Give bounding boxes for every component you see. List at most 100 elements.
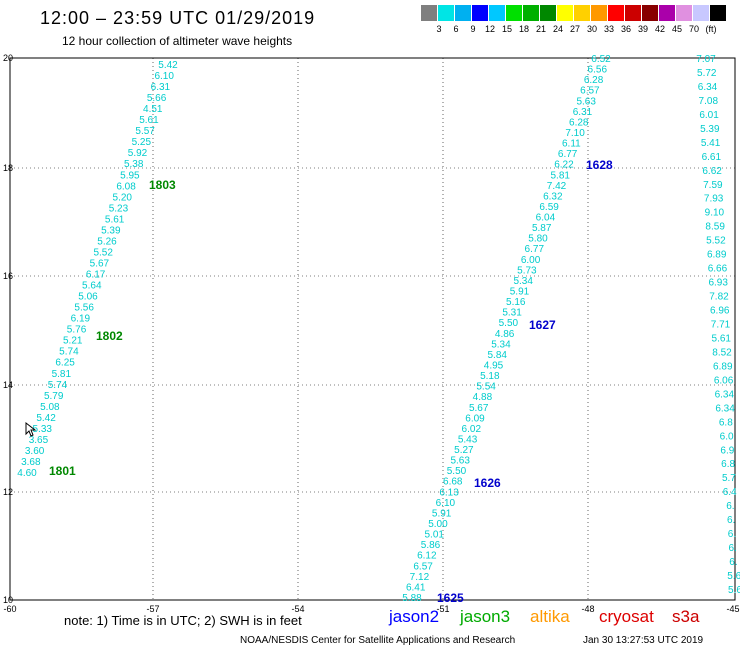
wave-height-value: 6.61: [702, 152, 722, 163]
wave-height-value: 5.72: [697, 68, 717, 79]
wave-height-value: 6.17: [86, 270, 106, 281]
wave-height-value: 6.34: [698, 82, 718, 93]
scale-label: 24: [552, 24, 563, 34]
wave-height-value: 5.91: [432, 508, 452, 519]
wave-height-value: 6.0: [720, 431, 734, 442]
wave-height-value: 6.32: [543, 191, 563, 202]
wave-height-value: 5.08: [40, 402, 60, 413]
scale-label: 3: [436, 24, 442, 34]
scale-swatch: [676, 5, 692, 21]
wave-height-value: 7.08: [699, 96, 719, 107]
wave-height-value: 5.66: [147, 93, 167, 104]
wave-height-value: 5.80: [528, 234, 548, 245]
wave-height-value: 7.07: [696, 54, 716, 65]
pass-time-label: 1801: [49, 464, 76, 478]
wave-height-value: 5.63: [576, 96, 596, 107]
wave-height-value: 7.71: [711, 320, 731, 331]
wave-height-value: 5.7: [722, 473, 736, 484]
wave-height-value: 5.16: [506, 297, 526, 308]
wave-height-value: 5.38: [124, 159, 144, 170]
wave-height-value: 6.01: [699, 110, 719, 121]
wave-height-value: 5.91: [510, 287, 530, 298]
wave-height-value: 5.88: [402, 593, 422, 604]
wave-height-value: 6.00: [521, 255, 541, 266]
wave-height-value: 6.68: [443, 477, 463, 488]
wave-height-value: 6.77: [525, 244, 545, 255]
wave-height-value: 5.43: [458, 434, 478, 445]
pass-time-label: 1802: [96, 329, 123, 343]
wave-height-value: 6.04: [536, 213, 556, 224]
scale-label: 18: [518, 24, 529, 34]
scale-label: 27: [569, 24, 580, 34]
wave-height-value: 5.20: [113, 192, 133, 203]
satellite-jason3-label: jason3: [460, 607, 511, 626]
pass-time-label: 1625: [437, 591, 464, 605]
x-tick-label: -57: [146, 604, 159, 614]
pass-time-label: 1803: [149, 178, 176, 192]
wave-height-value: 5.86: [421, 540, 441, 551]
wave-height-value: 5.39: [700, 124, 720, 135]
scale-swatch: [642, 5, 658, 21]
wave-height-value: 5.50: [499, 318, 519, 329]
satellite-jason2-label: jason2: [389, 607, 440, 626]
map-frame: [9, 57, 736, 601]
wave-height-value: 5.42: [158, 60, 178, 71]
wave-height-value: 6.57: [580, 86, 600, 97]
scale-label: 39: [637, 24, 648, 34]
wave-height-value: 5.26: [97, 236, 117, 247]
satellite-altika-label: altika: [530, 607, 570, 626]
y-tick-label: 16: [3, 271, 13, 281]
x-tick-label: -54: [291, 604, 304, 614]
scale-label: 30: [586, 24, 597, 34]
x-tick-label: -51: [436, 604, 449, 614]
wave-height-value: 5.18: [480, 371, 500, 382]
scale-label: 36: [620, 24, 631, 34]
wave-height-value: 5.73: [517, 265, 537, 276]
wave-height-value: 5.23: [109, 203, 129, 214]
scale-label: 42: [654, 24, 665, 34]
x-tick-label: -48: [581, 604, 594, 614]
scale-label: 12: [484, 24, 495, 34]
wave-height-value: 5.63: [450, 456, 470, 467]
wave-height-value: 5.81: [551, 170, 571, 181]
wave-height-value: 5.06: [78, 292, 98, 303]
wave-height-value: 3.68: [21, 457, 41, 468]
wave-height-value: 5.74: [59, 347, 79, 358]
scale-swatch: [574, 5, 590, 21]
wave-height-value: 5.21: [63, 336, 83, 347]
wave-height-value: 7.59: [703, 180, 723, 191]
wave-height-value: 5.54: [476, 382, 496, 393]
wave-height-value: 6.10: [154, 71, 174, 82]
scale-label: (ft): [705, 24, 717, 34]
wave-height-value: 5.42: [36, 413, 56, 424]
wave-height-value: 5.6: [728, 585, 740, 596]
wave-height-value: 5.61: [139, 115, 159, 126]
wave-height-value: 6.96: [710, 306, 730, 317]
wave-height-value: 6.31: [573, 107, 593, 118]
wave-height-value: 6.34: [715, 403, 735, 414]
scale-swatch: [625, 5, 641, 21]
wave-height-value: 5.95: [120, 170, 140, 181]
scale-swatch: [506, 5, 522, 21]
wave-height-value: 5.61: [712, 333, 732, 344]
x-tick-label: -60: [3, 604, 16, 614]
wave-height-value: 8.52: [712, 347, 732, 358]
wave-height-value: 7.12: [410, 572, 430, 583]
wave-height-value: 5.00: [428, 519, 448, 530]
wave-height-value: 6.02: [462, 424, 482, 435]
generated-timestamp: Jan 30 13:27:53 UTC 2019: [583, 635, 704, 646]
grid-lines: [10, 58, 735, 600]
scale-swatch: [523, 5, 539, 21]
wave-height-value: 5.39: [101, 225, 121, 236]
wave-height-value: 6.62: [702, 166, 722, 177]
wave-height-value: 3.65: [29, 435, 49, 446]
wave-height-value: 4.86: [495, 329, 515, 340]
wave-height-value: 6.13: [439, 487, 459, 498]
wave-height-value: 6.: [728, 529, 736, 540]
wave-height-value: 6.: [727, 515, 735, 526]
scale-swatch: [710, 5, 726, 21]
scale-label: 70: [688, 24, 699, 34]
wave-height-value: 5.25: [132, 137, 152, 148]
wave-height-value: 6.8: [721, 459, 735, 470]
scale-swatch: [489, 5, 505, 21]
